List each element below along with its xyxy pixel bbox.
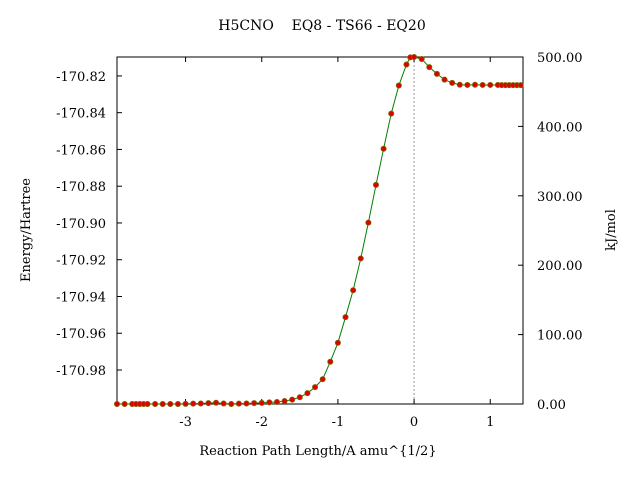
data-point xyxy=(327,358,334,365)
y-tick-label: -170.86 xyxy=(56,143,106,158)
data-point xyxy=(205,400,212,407)
y2-tick-label: 300.00 xyxy=(537,190,583,205)
data-point xyxy=(197,400,204,407)
data-point xyxy=(228,400,235,407)
data-point xyxy=(312,384,319,391)
data-point xyxy=(159,400,166,407)
y-tick-label: -170.84 xyxy=(56,107,106,122)
y-tick-label: -170.82 xyxy=(56,70,106,85)
data-point xyxy=(380,145,387,152)
data-point xyxy=(251,400,258,407)
data-point xyxy=(174,400,181,407)
data-point xyxy=(334,339,341,346)
data-point xyxy=(464,81,471,88)
data-point xyxy=(426,64,433,71)
y2-tick-label: 200.00 xyxy=(537,259,583,274)
y2-tick-label: 500.00 xyxy=(537,51,583,66)
data-point xyxy=(517,82,524,89)
data-point xyxy=(365,219,372,226)
y-tick-label: -170.92 xyxy=(56,254,106,269)
y-tick-label: -170.90 xyxy=(56,217,106,232)
x-tick-label: 1 xyxy=(486,415,494,430)
data-series xyxy=(114,54,524,407)
x-axis-label: Reaction Path Length/A amu^{1/2} xyxy=(199,444,436,459)
y2-tick-label: 100.00 xyxy=(537,329,583,344)
data-point xyxy=(418,56,425,63)
x-tick-label: -1 xyxy=(332,415,345,430)
y-tick-label: -170.98 xyxy=(56,364,106,379)
x-tick-label: -2 xyxy=(255,415,268,430)
data-point xyxy=(372,181,379,188)
data-point xyxy=(190,400,197,407)
chart-title: H5CNO EQ8 - TS66 - EQ20 xyxy=(218,18,425,34)
y-tick-label: -170.88 xyxy=(56,180,106,195)
data-point xyxy=(152,400,159,407)
data-point xyxy=(213,399,220,406)
y-tick-label: -170.94 xyxy=(56,290,106,305)
data-point xyxy=(266,399,273,406)
y-axis-label: Energy/Hartree xyxy=(19,178,34,282)
x-tick-label: -3 xyxy=(179,415,192,430)
data-point xyxy=(296,394,303,401)
data-point xyxy=(144,400,151,407)
y-tick-label: -170.96 xyxy=(56,327,106,342)
data-point xyxy=(258,399,265,406)
data-point xyxy=(411,54,418,61)
data-point xyxy=(114,400,121,407)
y2-tick-label: 400.00 xyxy=(537,120,583,135)
data-point xyxy=(273,398,280,405)
data-point xyxy=(449,79,456,86)
data-point xyxy=(350,287,357,294)
data-point xyxy=(235,400,242,407)
data-point xyxy=(388,110,395,117)
data-point xyxy=(167,400,174,407)
data-point xyxy=(357,255,364,262)
axis-ticks: -3 -2 -1 0 1 -170.82 -170.84 -170.86 -170.88 -170… xyxy=(56,51,582,430)
data-point xyxy=(243,400,250,407)
data-point xyxy=(487,81,494,88)
data-point xyxy=(472,81,479,88)
y2-tick-label: 0.00 xyxy=(537,398,566,413)
x-tick-label: 0 xyxy=(410,415,418,430)
data-point xyxy=(456,81,463,88)
data-point xyxy=(441,76,448,83)
data-point xyxy=(342,314,349,321)
data-point xyxy=(395,82,402,89)
plot-frame xyxy=(116,56,524,405)
series-line xyxy=(117,56,521,405)
data-point xyxy=(304,390,311,397)
data-point xyxy=(289,396,296,403)
data-point xyxy=(433,70,440,77)
data-point xyxy=(479,81,486,88)
data-point xyxy=(403,61,410,68)
data-point xyxy=(182,400,189,407)
data-point xyxy=(319,376,326,383)
data-point xyxy=(220,400,227,407)
data-point xyxy=(281,398,288,405)
y2-axis-label: kJ/mol xyxy=(604,209,619,251)
data-point xyxy=(121,400,128,407)
